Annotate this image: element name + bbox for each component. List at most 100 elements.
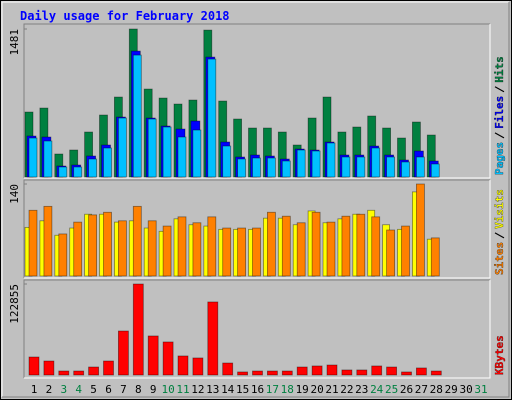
x-tick-label: 2 — [46, 383, 53, 396]
x-tick-label: 5 — [90, 383, 97, 396]
bar — [43, 205, 53, 277]
legend: KBytes — [493, 335, 506, 375]
bar — [192, 129, 202, 178]
bar — [58, 166, 68, 178]
bar — [281, 370, 293, 376]
bar — [147, 335, 159, 376]
x-tick-label: 9 — [150, 383, 157, 396]
x-tick-label: 11 — [176, 383, 189, 396]
x-tick-label: 31 — [474, 383, 487, 396]
legend-entry: Files — [493, 96, 506, 129]
x-tick-label: 1 — [31, 383, 38, 396]
x-tick-label: 24 — [370, 383, 384, 396]
bar — [252, 227, 261, 277]
bar — [371, 216, 381, 277]
bar — [356, 156, 366, 178]
bar — [118, 220, 127, 277]
bar — [73, 166, 83, 178]
bar — [28, 137, 38, 178]
bar — [177, 355, 189, 376]
legend-separator — [494, 86, 505, 93]
bar — [132, 54, 142, 178]
bar — [430, 370, 442, 376]
x-tick-label: 27 — [415, 383, 428, 396]
bar — [118, 330, 129, 376]
bar — [296, 149, 306, 178]
bar — [28, 356, 40, 376]
panel-bevel — [24, 180, 491, 279]
x-tick-label: 29 — [445, 383, 458, 396]
bar — [341, 215, 351, 277]
x-tick-label: 17 — [266, 383, 279, 396]
x-tick-label: 26 — [400, 383, 413, 396]
legend-separator — [494, 232, 505, 239]
bar — [430, 163, 440, 178]
bar — [371, 147, 381, 178]
chart-title: Daily usage for February 2018 — [20, 9, 230, 23]
bar — [281, 160, 291, 178]
legend: Sites Visits — [493, 189, 506, 275]
x-tick-label: 30 — [459, 383, 472, 396]
x-tick-label: 3 — [60, 383, 67, 396]
bar — [252, 157, 261, 178]
bar — [266, 211, 276, 277]
bar — [192, 222, 202, 277]
bar — [430, 237, 440, 277]
x-tick-label: 20 — [310, 383, 323, 396]
x-tick-label: 15 — [236, 383, 249, 396]
bar — [296, 222, 306, 277]
bar — [326, 221, 336, 277]
x-tick-label: 6 — [105, 383, 112, 396]
x-tick-label: 18 — [281, 383, 294, 396]
bar — [58, 233, 68, 277]
bar — [43, 140, 53, 178]
x-tick-label: 19 — [296, 383, 309, 396]
panel-bevel — [23, 23, 490, 178]
panel-bevel — [24, 280, 491, 379]
bar — [43, 360, 55, 376]
legend-entry: Pages — [493, 142, 506, 175]
x-tick-label: 21 — [325, 383, 338, 396]
bar — [162, 126, 172, 178]
panel-bevel — [23, 279, 490, 378]
bar — [222, 145, 232, 178]
bar — [73, 370, 85, 376]
bar — [266, 157, 276, 178]
bar — [326, 142, 336, 178]
bar — [147, 220, 157, 277]
bar — [192, 357, 204, 376]
bar — [311, 211, 321, 277]
bar — [28, 209, 38, 277]
y-tick-label: 140 — [8, 184, 21, 204]
x-tick-label: 4 — [75, 383, 82, 396]
bar — [401, 161, 410, 178]
bar — [266, 370, 278, 376]
bar — [356, 213, 366, 277]
x-tick-label: 13 — [206, 383, 219, 396]
bar — [207, 58, 217, 178]
x-tick-label: 14 — [221, 383, 235, 396]
bar — [88, 214, 97, 277]
bar — [401, 225, 410, 277]
bar — [162, 341, 174, 376]
bar — [103, 147, 112, 178]
bar — [73, 221, 83, 277]
bar — [147, 118, 157, 178]
bar — [103, 211, 112, 277]
x-tick-label: 12 — [191, 383, 204, 396]
legend-entry: Visits — [493, 189, 506, 229]
bar — [296, 366, 308, 376]
bar — [132, 205, 142, 277]
bar — [207, 301, 219, 376]
panel — [24, 280, 490, 378]
bar — [386, 366, 398, 376]
bar — [118, 117, 127, 178]
bar — [88, 366, 99, 376]
x-tick-label: 10 — [161, 383, 174, 396]
bar — [237, 227, 247, 277]
x-tick-label: 28 — [430, 383, 443, 396]
x-tick-label: 22 — [340, 383, 353, 396]
bar — [386, 156, 396, 178]
